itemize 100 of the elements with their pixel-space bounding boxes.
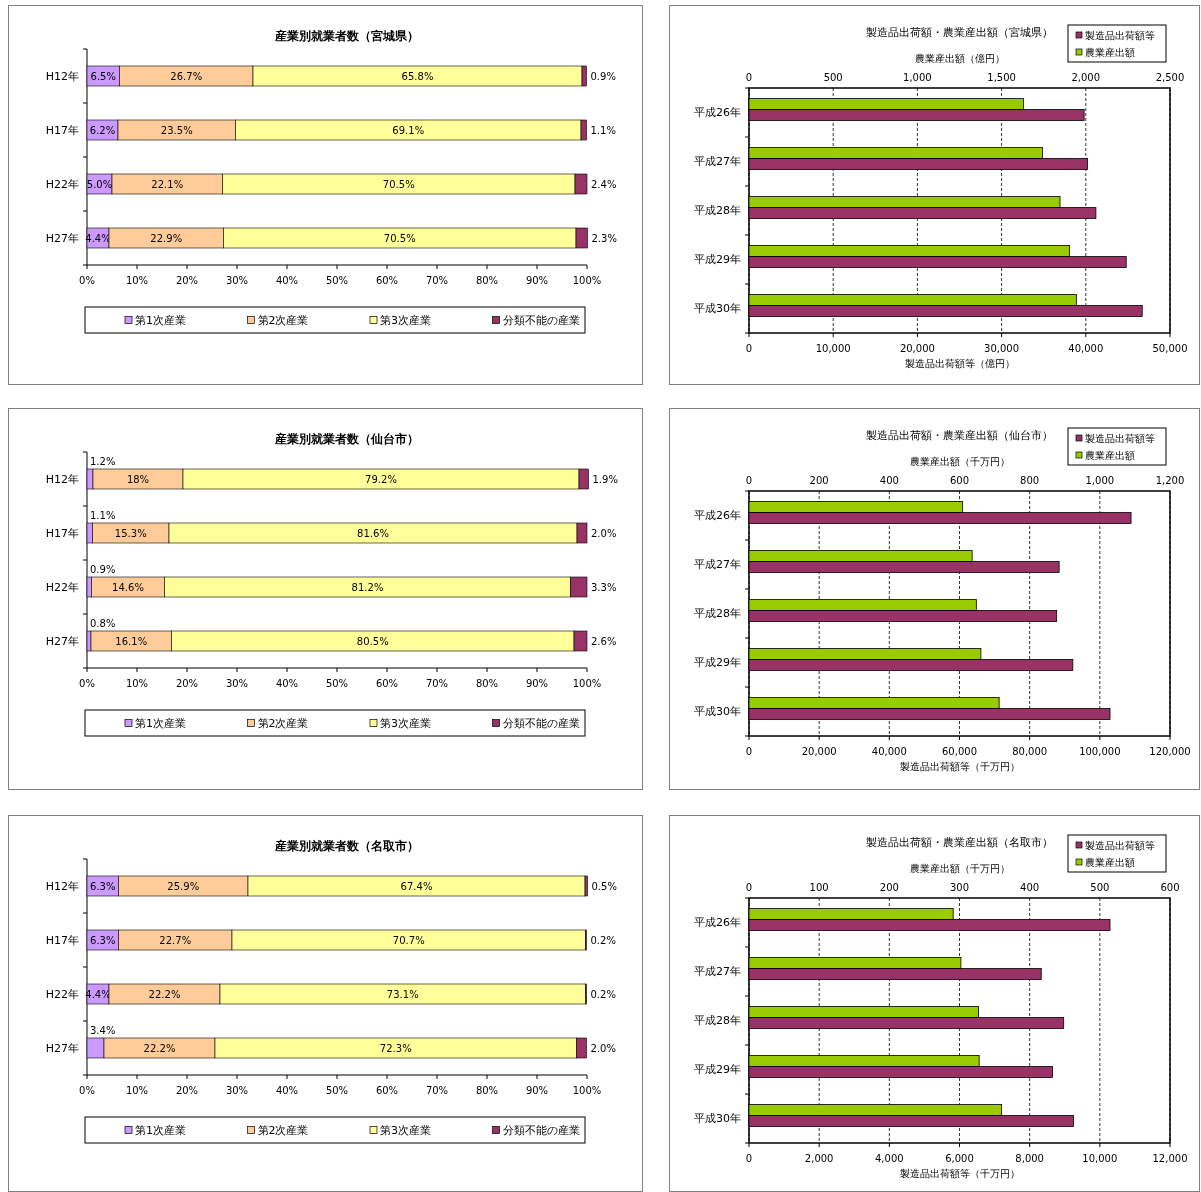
y-tick-label: H22年 <box>45 580 79 594</box>
legend-label: 分類不能の産業 <box>502 716 580 730</box>
x2-tick-label: 200 <box>809 474 829 486</box>
chart-title: 産業別就業者数（名取市） <box>274 839 419 853</box>
legend-label: 製造品出荷額等 <box>1085 29 1155 41</box>
y-tick-label: H22年 <box>45 987 79 1001</box>
data-label: 2.0% <box>590 1042 616 1054</box>
x2-tick-label: 1,200 <box>1155 474 1185 486</box>
x-tick-label: 40% <box>275 274 299 286</box>
x-tick-label: 60% <box>375 274 399 286</box>
x-tick-label: 100% <box>572 677 602 689</box>
data-label: 22.9% <box>150 232 183 244</box>
x-tick-label: 20,000 <box>801 745 837 757</box>
x-axis-title: 製造品出荷額等（億円） <box>904 357 1015 369</box>
data-label: 6.3% <box>90 934 116 946</box>
data-label: 22.2% <box>143 1042 176 1054</box>
x2-tick-label: 1,000 <box>903 71 932 83</box>
x-tick-label: 70% <box>425 677 449 689</box>
data-label: 65.8% <box>401 70 434 82</box>
x2-tick-label: 200 <box>879 881 899 893</box>
y-tick-label: H17年 <box>45 933 79 947</box>
x-tick-label: 30% <box>225 274 249 286</box>
data-label: 0.2% <box>590 988 616 1000</box>
y-tick-label: H22年 <box>45 177 79 191</box>
x-tick-label: 100% <box>572 274 602 286</box>
y-tick-label: H27年 <box>45 231 79 245</box>
x-tick-label: 0% <box>79 677 95 689</box>
legend-label: 農業産出額 <box>1085 46 1135 58</box>
data-label: 2.0% <box>591 527 617 539</box>
x-tick-label: 2,000 <box>804 1152 834 1164</box>
data-label: 2.6% <box>591 635 617 647</box>
legend-label: 第1次産業 <box>135 1123 186 1137</box>
legend-label: 製造品出荷額等 <box>1085 432 1155 444</box>
y-tick-label: 平成27年 <box>694 965 741 978</box>
x2-tick-label: 800 <box>1020 474 1040 486</box>
legend-label: 第3次産業 <box>380 1123 431 1137</box>
data-label: 69.1% <box>392 124 425 136</box>
y-tick-label: 平成29年 <box>694 253 741 266</box>
x-tick-label: 20% <box>175 1084 199 1096</box>
x-tick-label: 12,000 <box>1152 1152 1188 1164</box>
legend-label: 第3次産業 <box>380 313 431 327</box>
x2-tick-label: 2,000 <box>1071 71 1101 83</box>
data-label: 70.5% <box>382 178 415 190</box>
data-label: 0.9% <box>590 70 616 82</box>
data-label: 72.3% <box>379 1042 412 1054</box>
chart-title: 産業別就業者数（仙台市） <box>274 432 419 446</box>
data-label: 81.6% <box>357 527 389 539</box>
chart-title: 製造品出荷額・農業産出額（宮城県） <box>866 25 1053 39</box>
x2-tick-label: 100 <box>809 881 829 893</box>
x-tick-label: 0% <box>79 1084 95 1096</box>
data-label: 70.7% <box>392 934 425 946</box>
legend-label: 分類不能の産業 <box>502 1123 580 1137</box>
chart-title: 産業別就業者数（宮城県） <box>274 29 419 43</box>
x-tick-label: 20% <box>175 274 199 286</box>
data-label: 22.7% <box>159 934 192 946</box>
y-tick-label: H12年 <box>45 879 79 893</box>
data-label: 81.2% <box>351 581 384 593</box>
x2-axis-title: 農業産出額（億円） <box>914 52 1005 64</box>
x-tick-label: 50% <box>325 1084 349 1096</box>
x-tick-label: 70% <box>425 1084 449 1096</box>
x-tick-label: 90% <box>525 677 549 689</box>
x2-tick-label: 500 <box>823 71 843 83</box>
x-tick-label: 50,000 <box>1152 342 1188 354</box>
y-tick-label: 平成30年 <box>694 705 741 718</box>
legend-label: 製造品出荷額等 <box>1085 839 1155 851</box>
x-tick-label: 60% <box>375 677 399 689</box>
data-label: 67.4% <box>400 880 433 892</box>
x2-tick-label: 0 <box>745 71 753 83</box>
x-tick-label: 120,000 <box>1149 745 1191 757</box>
data-label: 1.1% <box>590 124 616 136</box>
x-tick-label: 20,000 <box>899 342 935 354</box>
chart-title: 製造品出荷額・農業産出額（仙台市） <box>866 428 1053 442</box>
y-tick-label: 平成30年 <box>694 302 741 315</box>
x2-tick-label: 0 <box>745 474 753 486</box>
data-label: 5.0% <box>86 178 113 190</box>
y-tick-label: 平成28年 <box>694 204 741 217</box>
data-label: 79.2% <box>365 473 397 485</box>
x-tick-label: 0% <box>79 274 95 286</box>
legend-label: 第2次産業 <box>257 313 309 327</box>
x-tick-label: 80% <box>475 1084 499 1096</box>
x-tick-label: 10,000 <box>1082 1152 1118 1164</box>
data-label: 16.1% <box>115 635 148 647</box>
y-tick-label: 平成26年 <box>694 106 741 119</box>
data-label: 15.3% <box>114 527 147 539</box>
x-tick-label: 0 <box>745 1152 753 1164</box>
x-tick-label: 70% <box>425 274 449 286</box>
data-label: 0.2% <box>590 934 616 946</box>
data-label: 6.5% <box>90 70 116 82</box>
data-label: 1.1% <box>90 509 116 521</box>
data-label: 22.2% <box>148 988 181 1000</box>
y-tick-label: H27年 <box>45 1041 79 1055</box>
x-tick-label: 80,000 <box>1012 745 1048 757</box>
x-tick-label: 100% <box>572 1084 602 1096</box>
legend-label: 農業産出額 <box>1085 449 1135 461</box>
x2-tick-label: 400 <box>879 474 899 486</box>
x2-tick-label: 600 <box>1160 881 1180 893</box>
x2-tick-label: 300 <box>949 881 970 893</box>
legend-label: 農業産出額 <box>1085 856 1135 868</box>
x-tick-label: 10% <box>125 1084 149 1096</box>
x-axis-title: 製造品出荷額等（千万円） <box>899 760 1020 772</box>
